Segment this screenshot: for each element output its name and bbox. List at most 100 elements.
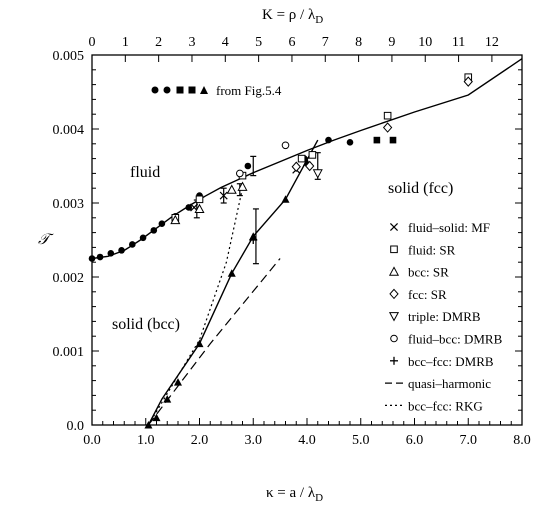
xlabel-top: K = ρ / λD	[262, 7, 323, 26]
legend-label: fluid–bcc: DMRB	[408, 332, 503, 347]
top-tick-label: 11	[452, 35, 465, 50]
legend-label: bcc: SR	[408, 265, 449, 280]
cross-stroke	[219, 191, 228, 200]
point-filled-triangle	[227, 269, 236, 277]
point-mf-cross	[389, 222, 399, 232]
fig54-square-marker	[188, 86, 196, 94]
point-open-triangle	[388, 266, 400, 276]
point-filled-circle	[139, 234, 147, 242]
fig54-square-marker	[176, 86, 184, 94]
legend-label: bcc–fcc: RKG	[408, 398, 483, 413]
point-filled-circle	[346, 139, 354, 146]
quasi-harmonic-line	[147, 258, 281, 426]
fig54-circle-marker	[163, 86, 171, 94]
point-filled-circle	[107, 250, 115, 257]
x-tick-label: 6.0	[406, 433, 424, 448]
top-tick-label: 9	[388, 35, 395, 50]
point-open-diamond	[463, 76, 473, 87]
legend-label: fcc: SR	[408, 287, 447, 302]
point-filled-circle	[325, 136, 332, 144]
x-tick-label: 1.0	[137, 433, 155, 448]
xlabel-bottom: κ = a / λD	[266, 485, 323, 504]
point-open-diamond	[382, 122, 393, 133]
cross-stroke	[389, 222, 399, 232]
point-open-diamond	[291, 161, 301, 172]
x-tick-label: 5.0	[352, 433, 370, 448]
fig54-circle-marker	[151, 86, 159, 94]
x-tick-label: 3.0	[245, 433, 263, 448]
fig54-triangle-marker	[200, 86, 208, 94]
point-open-circle	[390, 334, 398, 343]
point-plus	[249, 236, 258, 244]
point-open-triangle	[226, 184, 237, 194]
point-open-square	[390, 245, 398, 254]
region-label-fluid: fluid	[130, 164, 160, 181]
point-filled-square	[373, 136, 381, 144]
point-filled-triangle	[281, 195, 290, 203]
tick-labels: 0.0 1.0 2.0 3.0 4.0 5.0 6.0 7.0 8.0 0.0 0.001 0.002…	[53, 35, 531, 448]
top-tick-label: 10	[418, 35, 432, 50]
point-filled-triangle	[195, 339, 204, 348]
top-tick-label: 7	[322, 35, 329, 50]
x-tick-label: 2.0	[191, 433, 209, 448]
legend: fluid–solid: MF fluid: SR bcc: SR fcc: SR tr…	[385, 220, 503, 413]
top-tick-label: 8	[355, 35, 362, 50]
point-filled-circle	[150, 227, 158, 234]
x-tick-label: 4.0	[298, 433, 316, 448]
top-tick-label: 1	[122, 35, 129, 50]
y-tick-label: 0.003	[53, 197, 85, 212]
legend-label: fluid: SR	[408, 242, 456, 257]
cross-stroke	[190, 203, 199, 212]
y-tick-label: 0.001	[53, 345, 85, 360]
legend-label: bcc–fcc: DMRB	[408, 354, 494, 369]
point-filled-circle	[129, 241, 136, 248]
region-label-solid-bcc: solid (bcc)	[112, 316, 180, 333]
x-tick-label: 0.0	[83, 433, 101, 448]
top-tick-label: 12	[485, 35, 499, 50]
point-open-down-triangle	[388, 312, 400, 322]
top-tick-label: 3	[188, 35, 195, 50]
data-points	[88, 73, 473, 429]
y-tick-label: 0.002	[53, 271, 85, 286]
axis-ticks	[91, 54, 523, 426]
plot-frame	[91, 54, 523, 426]
point-open-circle	[281, 141, 290, 150]
x-tick-label: 7.0	[460, 433, 478, 448]
point-open-square	[195, 195, 204, 204]
top-tick-label: 2	[155, 35, 162, 50]
y-tick-label: 0.005	[53, 49, 85, 64]
point-filled-triangle	[152, 413, 161, 422]
point-open-diamond	[305, 160, 315, 172]
point-open-diamond	[389, 288, 399, 300]
ylabel: 𝒯	[38, 232, 54, 248]
top-tick-label: 4	[222, 35, 229, 50]
point-plus	[390, 356, 398, 365]
point-open-square	[297, 154, 306, 163]
point-open-triangle	[237, 181, 248, 191]
fig54-label: from Fig.5.4	[216, 83, 282, 98]
top-tick-label: 0	[89, 35, 96, 50]
region-label-solid-fcc: solid (fcc)	[388, 180, 453, 197]
y-tick-label: 0.004	[53, 123, 85, 138]
point-filled-circle	[244, 162, 252, 170]
top-tick-label: 5	[255, 35, 262, 50]
point-filled-triangle	[144, 421, 153, 429]
legend-label: triple: DMRB	[408, 309, 481, 324]
fig54-legend: from Fig.5.4	[151, 83, 282, 98]
x-tick-label: 8.0	[513, 433, 531, 448]
point-open-square	[383, 111, 392, 120]
point-open-down-triangle	[312, 169, 323, 179]
legend-label: fluid–solid: MF	[408, 220, 490, 235]
legend-label: quasi–harmonic	[408, 376, 491, 391]
series-lines	[91, 58, 523, 426]
point-filled-square	[389, 136, 397, 144]
point-mf-cross	[219, 191, 228, 200]
point-filled-triangle	[174, 378, 182, 386]
point-open-triangle	[194, 203, 205, 214]
point-filled-circle	[96, 253, 104, 261]
fluid-solid-line	[91, 58, 523, 260]
y-tick-label: 0.0	[67, 419, 85, 434]
point-filled-circle	[88, 255, 96, 262]
point-open-circle	[236, 169, 244, 178]
